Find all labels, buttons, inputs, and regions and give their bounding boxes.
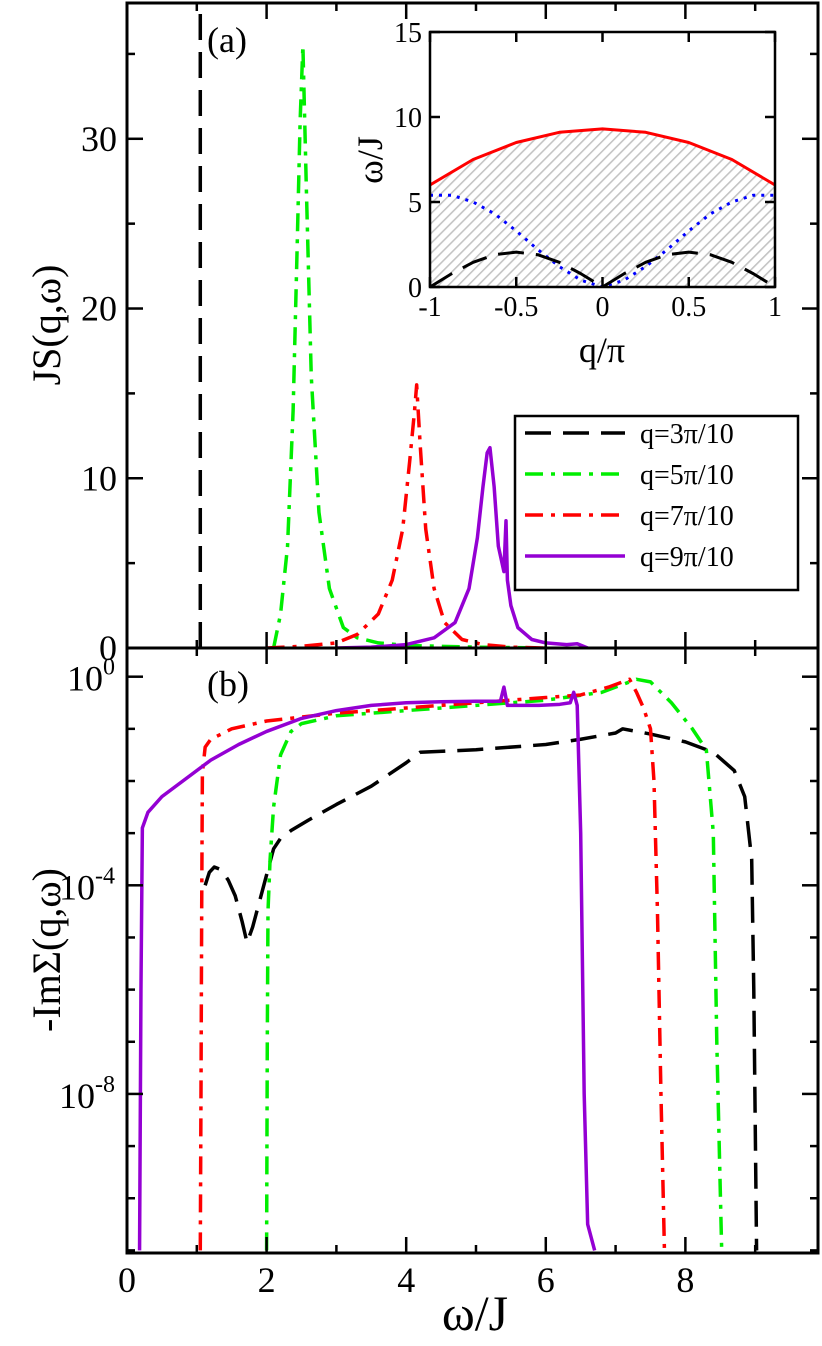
inset-y-tick-label: 15 xyxy=(394,18,422,49)
inset-x-axis-label: q/π xyxy=(579,330,625,370)
legend-label-q-9-10: q=9π/10 xyxy=(640,542,734,573)
inset-y-tick-label: 10 xyxy=(394,103,422,134)
inset-x-tick-label: -0.5 xyxy=(494,292,538,323)
inset-x-tick-label: 0 xyxy=(596,292,610,323)
panel-b-y-axis-label: -ImΣ(q,ω) xyxy=(24,868,69,1032)
panel-b-series-q-9-10 xyxy=(137,685,597,1251)
legend-box xyxy=(513,414,800,592)
panel-b-label: (b) xyxy=(207,664,249,704)
panel-b-y-tick-label: 100 xyxy=(67,655,115,699)
inset-y-axis-label: ω/J xyxy=(350,136,390,184)
panel-a-y-tick-label: 10 xyxy=(81,458,117,498)
panel-b-series-q-7-10 xyxy=(198,677,667,1251)
x-tick-label: 0 xyxy=(118,1260,136,1300)
x-axis-label: ω/J xyxy=(442,1285,508,1341)
inset-x-tick-label: 0.5 xyxy=(671,292,706,323)
inset-x-tick-label: 1 xyxy=(768,292,782,323)
panel-a-series-q-5-10 xyxy=(271,43,546,648)
x-tick-label: 6 xyxy=(537,1260,555,1300)
inset-series-upper-boundary xyxy=(430,127,775,187)
x-tick-label: 4 xyxy=(397,1260,415,1300)
panel-a-y-tick-label: 0 xyxy=(99,628,117,668)
panel-b-y-tick-label: 10-8 xyxy=(59,1072,115,1116)
x-tick-label: 2 xyxy=(258,1260,276,1300)
legend: q=3π/10 q=5π/10 q=7π/10 q=9π/10 xyxy=(513,414,800,592)
x-tick-label: 8 xyxy=(676,1260,694,1300)
panel-a-y-tick-label: 20 xyxy=(81,289,117,329)
panel-b-series-q-3-10 xyxy=(203,727,759,1251)
inset-series xyxy=(430,127,775,287)
inset-y-tick-label: 5 xyxy=(408,188,422,219)
legend-label-q-3-10: q=3π/10 xyxy=(640,419,734,450)
panel-a-y-tick-label: 30 xyxy=(81,119,117,159)
inset-y-tick-label: 0 xyxy=(408,273,422,304)
panel-a-series-q-9-10 xyxy=(336,445,589,648)
panel-a-series-q-7-10 xyxy=(266,383,546,648)
panel-b-series xyxy=(137,677,759,1251)
inset-shaded-continuum xyxy=(430,128,775,287)
legend-label-q-5-10: q=5π/10 xyxy=(640,460,734,491)
panel-a-label: (a) xyxy=(207,20,247,60)
inset-x-tick-label: -1 xyxy=(418,292,441,323)
panel-b-series-q-5-10 xyxy=(264,677,724,1251)
panel-b-y-tick-label: 10-4 xyxy=(59,863,115,907)
inset-series-single-magnon xyxy=(430,250,775,287)
panel-a-series xyxy=(198,3,589,648)
axis-ticks xyxy=(125,3,818,1253)
panel-a-y-axis-label: JS(q,ω) xyxy=(24,265,69,386)
plot-frame xyxy=(125,1,820,1255)
legend-label-q-7-10: q=7π/10 xyxy=(640,501,734,532)
